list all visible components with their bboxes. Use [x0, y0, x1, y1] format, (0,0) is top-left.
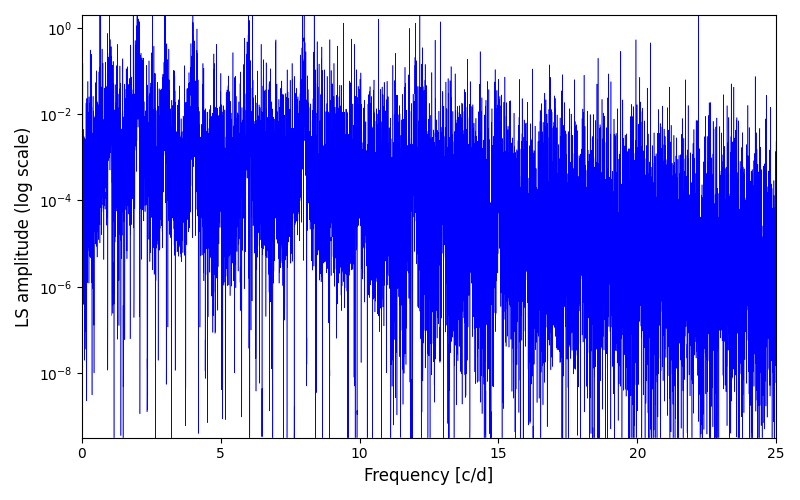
X-axis label: Frequency [c/d]: Frequency [c/d]: [364, 467, 494, 485]
Y-axis label: LS amplitude (log scale): LS amplitude (log scale): [15, 126, 33, 326]
